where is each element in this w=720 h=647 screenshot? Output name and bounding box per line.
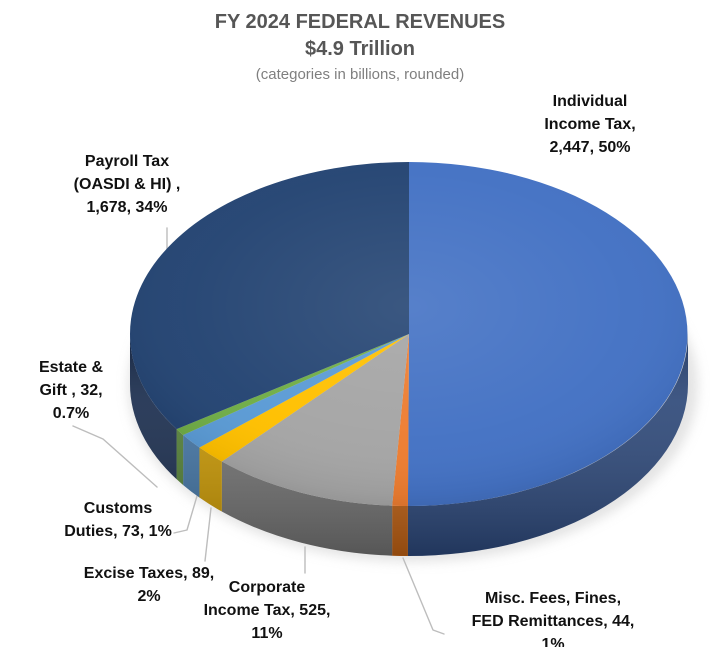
label-payroll-tax: Payroll Tax (OASDI & HI) , 1,678, 34% xyxy=(73,153,181,216)
label-estate-gift: Estate & Gift , 32, 0.7% xyxy=(38,359,104,422)
chart-subtitle: $4.9 Trillion xyxy=(304,38,416,60)
chart-header: FY 2024 FEDERAL REVENUES $4.9 Trillion (… xyxy=(0,9,720,86)
label-individual-income-tax: Individual Income Tax, 2,447, 50% xyxy=(544,93,636,156)
leader-line-excise-taxes xyxy=(204,507,212,562)
pie-side-shading xyxy=(130,334,688,556)
label-customs-duties: Customs Duties, 73, 1% xyxy=(64,500,172,540)
chart-title: FY 2024 FEDERAL REVENUES xyxy=(214,11,506,33)
leader-line-misc-fees-fines-fed-remittances xyxy=(402,557,445,635)
chart-note: (categories in billions, rounded) xyxy=(255,66,465,83)
pie-top-shading xyxy=(130,162,688,506)
label-misc-fees: Misc. Fees, Fines, FED Remittances, 44, … xyxy=(471,590,635,647)
leader-line-customs-duties xyxy=(173,495,198,534)
label-excise-taxes: Excise Taxes, 89, 2% xyxy=(83,565,215,605)
label-corporate-income-tax: Corporate Income Tax, 525, 11% xyxy=(203,579,331,642)
leader-line-estate-gift xyxy=(72,425,158,488)
